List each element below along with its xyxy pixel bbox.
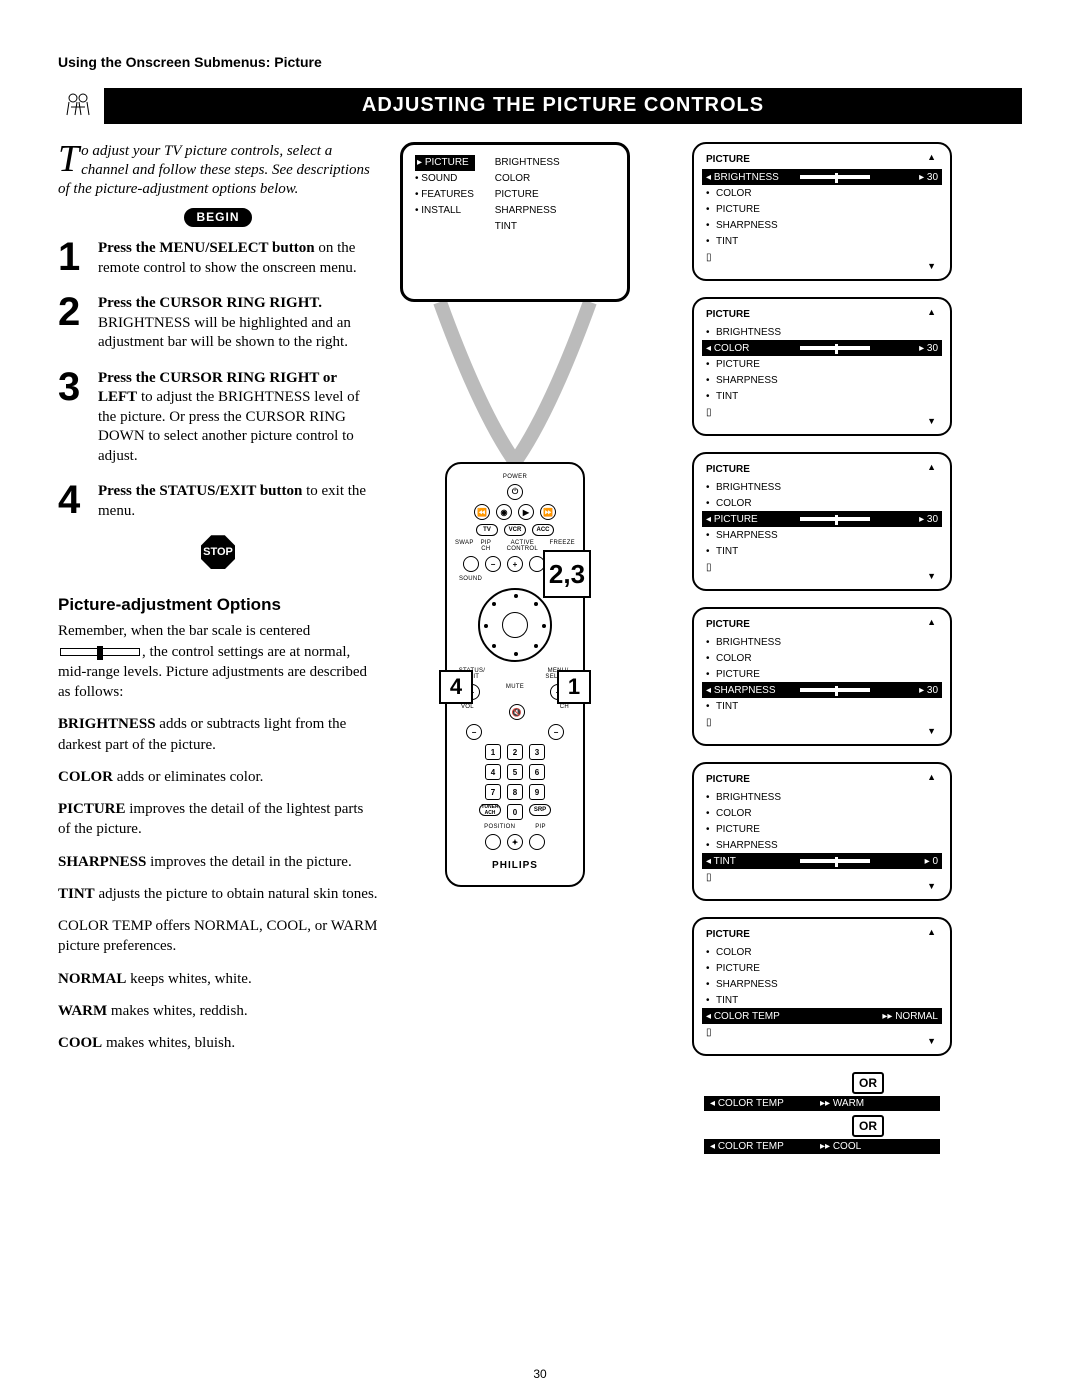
step-4: 4Press the STATUS/EXIT button to exit th…	[58, 480, 378, 521]
osd-strip: COLOR TEMPWARM	[704, 1096, 940, 1111]
pipch-dn-button[interactable]: −	[485, 556, 501, 572]
step-2: 2Press the CURSOR RING RIGHT. BRIGHTNESS…	[58, 292, 378, 353]
step-3: 3Press the CURSOR RING RIGHT or LEFT to …	[58, 367, 378, 467]
num-4[interactable]: 4	[485, 764, 501, 780]
num-9[interactable]: 9	[529, 784, 545, 800]
options-heading: Picture-adjustment Options	[58, 595, 378, 615]
osd-panel: PICTURE▲BRIGHTNESS▸ 30•COLOR•PICTURE•SHA…	[692, 142, 952, 281]
tv-submenu-item: SHARPNESS	[495, 203, 560, 219]
tv-menu-item: INSTALL	[415, 203, 475, 219]
osd-panel: PICTURE▲•COLOR•PICTURE•SHARPNESS•TINTCOL…	[692, 917, 952, 1056]
num-0[interactable]: 0	[507, 804, 523, 820]
mode-item: WARM makes whites, reddish.	[58, 1001, 378, 1021]
tv-submenu-item: COLOR	[495, 171, 560, 187]
mode-item: NORMAL keeps whites, white.	[58, 969, 378, 989]
osd-panel: PICTURE▲•BRIGHTNESS•COLOR•PICTURE•SHARPN…	[692, 762, 952, 901]
remote-control: 2,3 1 4 POWER ⏻ ⏪ ◉ ▶ ⏩ TV VCR ACC SWAP	[445, 462, 585, 887]
remote-brand: PHILIPS	[455, 860, 575, 871]
play-button[interactable]: ▶	[518, 504, 534, 520]
tv-submenu-item: BRIGHTNESS	[495, 155, 560, 171]
page-number: 30	[0, 1367, 1080, 1381]
tv-submenu-item: TINT	[495, 219, 560, 235]
callout-4: 4	[439, 670, 473, 704]
num-2[interactable]: 2	[507, 744, 523, 760]
page-title: ADJUSTING THE PICTURE CONTROLS	[104, 88, 1022, 124]
vcr-button[interactable]: VCR	[504, 524, 526, 536]
tuner-button[interactable]: TUNER ACH	[479, 804, 501, 816]
options-intro: Remember, when the bar scale is centered…	[58, 621, 378, 702]
breadcrumb: Using the Onscreen Submenus: Picture	[58, 54, 1022, 70]
step-1: 1Press the MENU/SELECT button on the rem…	[58, 237, 378, 278]
tv-menu-item: SOUND	[415, 171, 475, 187]
rewind-button[interactable]: ⏪	[474, 504, 490, 520]
intro-text: To adjust your TV picture controls, sele…	[58, 142, 378, 198]
num-5[interactable]: 5	[507, 764, 523, 780]
pip-button[interactable]	[529, 834, 545, 850]
position-button[interactable]	[485, 834, 501, 850]
beam-lines	[430, 302, 600, 462]
osd-strip: COLOR TEMPCOOL	[704, 1139, 940, 1154]
pip-center-button[interactable]: ✦	[507, 834, 523, 850]
colortemp-line: COLOR TEMP offers NORMAL, COOL, or WARM …	[58, 916, 378, 957]
num-3[interactable]: 3	[529, 744, 545, 760]
option-item: PICTURE improves the detail of the light…	[58, 799, 378, 840]
num-6[interactable]: 6	[529, 764, 545, 780]
num-7[interactable]: 7	[485, 784, 501, 800]
option-item: BRIGHTNESS adds or subtracts light from …	[58, 714, 378, 755]
num-8[interactable]: 8	[507, 784, 523, 800]
osd-panel: PICTURE▲•BRIGHTNESS•COLORPICTURE▸ 30•SHA…	[692, 452, 952, 591]
osd-panel: PICTURE▲•BRIGHTNESS•COLOR•PICTURESHARPNE…	[692, 607, 952, 746]
callout-1: 1	[557, 670, 591, 704]
pipch-up-button[interactable]: +	[507, 556, 523, 572]
tv-button[interactable]: TV	[476, 524, 498, 536]
or-badge: OR	[852, 1115, 884, 1137]
srp-button[interactable]: SRP	[529, 804, 551, 816]
power-button[interactable]: ⏻	[507, 484, 523, 500]
swap-button[interactable]	[463, 556, 479, 572]
tv-menu-item: FEATURES	[415, 187, 475, 203]
vol-dn-button[interactable]: −	[466, 724, 482, 740]
begin-badge: BEGIN	[58, 208, 378, 227]
stop-badge: STOP	[58, 535, 378, 569]
ff-button[interactable]: ⏩	[540, 504, 556, 520]
ch-dn-button[interactable]: −	[548, 724, 564, 740]
mode-item: COOL makes whites, bluish.	[58, 1033, 378, 1053]
cursor-ring[interactable]	[478, 588, 552, 662]
tv-screen: PICTURESOUNDFEATURESINSTALL BRIGHTNESSCO…	[400, 142, 630, 302]
option-item: COLOR adds or eliminates color.	[58, 767, 378, 787]
bar-scale-icon	[60, 648, 140, 656]
num-1[interactable]: 1	[485, 744, 501, 760]
option-item: SHARPNESS improves the detail in the pic…	[58, 852, 378, 872]
option-item: TINT adjusts the picture to obtain natur…	[58, 884, 378, 904]
or-badge: OR	[852, 1072, 884, 1094]
callout-23: 2,3	[543, 550, 591, 598]
tv-menu-item: PICTURE	[415, 155, 475, 171]
section-icon	[58, 88, 98, 120]
stop-button[interactable]: ◉	[496, 504, 512, 520]
osd-panel: PICTURE▲•BRIGHTNESSCOLOR▸ 30•PICTURE•SHA…	[692, 297, 952, 436]
acc-button[interactable]: ACC	[532, 524, 554, 536]
tv-submenu-item: PICTURE	[495, 187, 560, 203]
mute-button[interactable]: 🔇	[509, 704, 525, 720]
